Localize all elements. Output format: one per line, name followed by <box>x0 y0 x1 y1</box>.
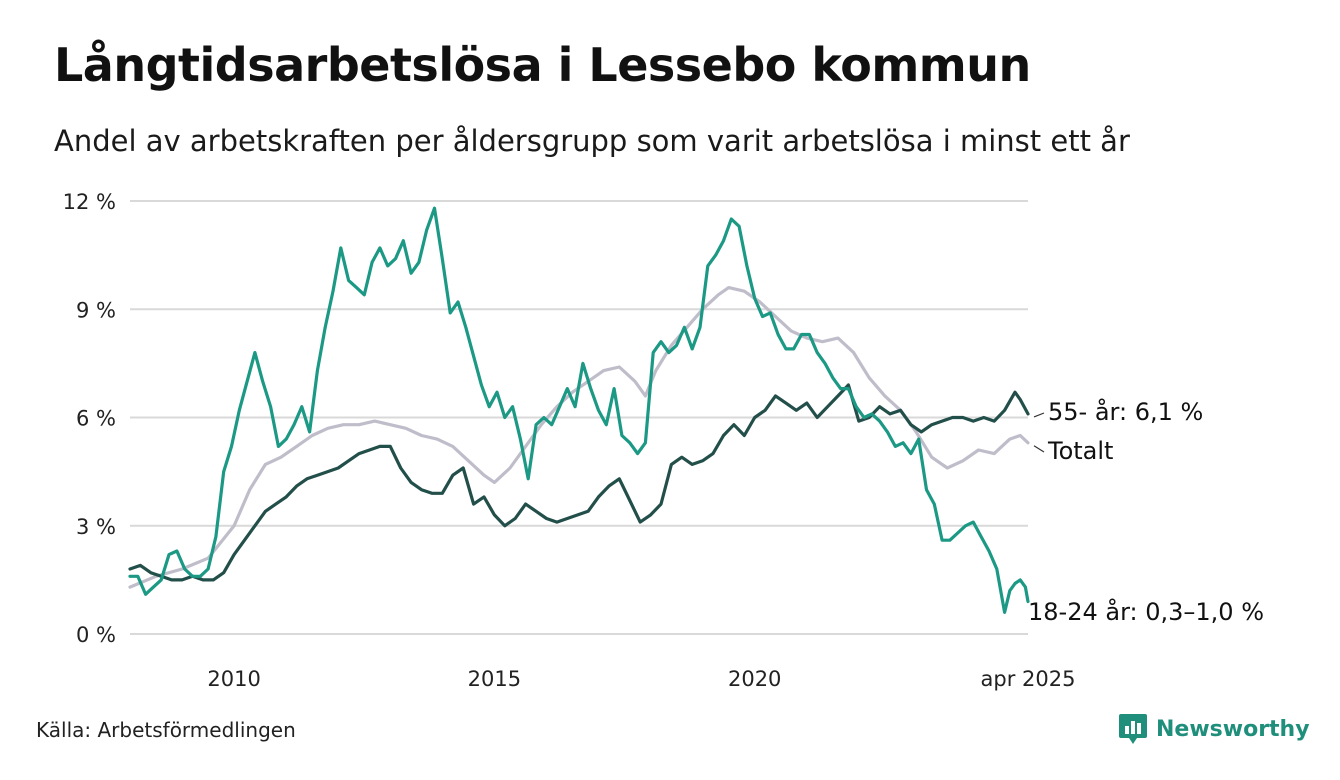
series-line-total <box>128 286 1030 589</box>
gridlines <box>130 200 1028 635</box>
label-leader-total <box>1033 445 1045 453</box>
x-tick-label: apr 2025 <box>981 667 1076 691</box>
y-tick-label: 3 % <box>76 515 116 539</box>
series-lines <box>128 206 1030 614</box>
y-axis: 0 % 3 % 6 % 9 % 12 % <box>63 190 116 647</box>
source-note: Källa: Arbetsförmedlingen <box>36 718 296 742</box>
y-tick-label: 6 % <box>76 407 116 431</box>
series-line-young <box>128 206 1030 614</box>
series-label-older: 55- år: 6,1 % <box>1048 397 1203 426</box>
label-leader-older <box>1033 412 1045 418</box>
brand-name: Newsworthy <box>1156 716 1310 742</box>
y-tick-label: 12 % <box>63 190 116 214</box>
newsworthy-logo: Newsworthy <box>1118 712 1310 746</box>
series-line-older <box>128 383 1030 582</box>
chart-subtitle: Andel av arbetskraften per åldersgrupp s… <box>54 124 1130 158</box>
x-tick-label: 2015 <box>468 667 521 691</box>
chart-title: Långtidsarbetslösa i Lessebo kommun <box>54 38 1031 92</box>
y-tick-label: 9 % <box>76 298 116 322</box>
x-axis: 2010 2015 2020 apr 2025 <box>207 667 1075 691</box>
series-label-young: 18-24 år: 0,3–1,0 % <box>1028 597 1264 626</box>
line-chart: 0 % 3 % 6 % 9 % 12 % 2010 2015 2020 apr 2025 55… <box>63 190 1264 691</box>
x-tick-label: 2010 <box>207 667 260 691</box>
series-labels: 55- år: 6,1 % Totalt 18-24 år: 0,3–1,0 % <box>1028 397 1264 626</box>
series-label-total: Totalt <box>1047 437 1113 465</box>
y-tick-label: 0 % <box>76 623 116 647</box>
newsworthy-logo-icon <box>1119 714 1147 744</box>
x-tick-label: 2020 <box>728 667 781 691</box>
